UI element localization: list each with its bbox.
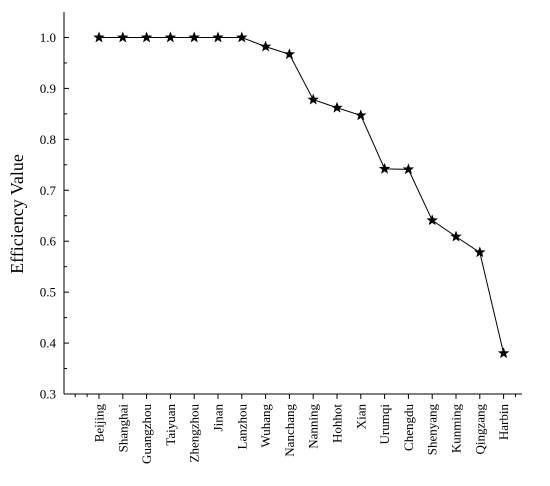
x-tick-label: Lanzhou (234, 404, 249, 450)
x-tick-label: Chengdu (401, 404, 416, 451)
x-tick-label: Harbin (496, 404, 511, 441)
data-point-star (140, 31, 153, 43)
data-point-star (497, 347, 510, 359)
x-tick-label: Kunming (449, 404, 464, 454)
x-tick-label: Zhengzhou (187, 404, 202, 463)
x-tick-label: Beijing (92, 404, 107, 443)
data-point-star (426, 214, 438, 226)
y-tick-label: 0.6 (40, 234, 57, 249)
data-point-star (355, 109, 367, 121)
data-point-star (164, 31, 177, 43)
series-group (93, 31, 510, 359)
x-tick-label: Shanghai (115, 404, 130, 453)
data-point-star (402, 163, 415, 175)
x-tick-label: Taiyuan (163, 404, 178, 446)
x-tick-label: Nanchang (282, 404, 297, 457)
y-tick-label: 0.3 (40, 387, 56, 402)
x-tick-label: Urumqi (377, 404, 392, 445)
y-tick-label: 0.5 (40, 285, 56, 300)
data-point-star (378, 162, 391, 174)
data-point-star (331, 101, 343, 113)
x-tick-label: Nanning (306, 404, 321, 449)
x-tick-label: Wuhang (258, 404, 273, 448)
y-tick-label: 0.8 (40, 132, 56, 147)
data-point-star (212, 31, 224, 43)
y-tick-label: 1.0 (40, 30, 56, 45)
data-point-star (236, 31, 248, 43)
series-line (99, 36, 505, 354)
y-tick-label: 0.4 (40, 336, 57, 351)
data-point-star (307, 93, 319, 105)
y-tick-label: 0.9 (40, 81, 56, 96)
data-point-star (93, 31, 105, 43)
y-tick-label: 0.7 (40, 183, 57, 198)
x-tick-label: Shenyang (425, 404, 440, 456)
data-point-star (188, 31, 200, 43)
axes (63, 12, 522, 395)
data-point-star (283, 48, 296, 60)
data-point-star (450, 230, 462, 242)
x-axis-ticks: Beijing Shanghai Guangzhou Taiyuan Zhengzhou… (74, 394, 516, 464)
x-tick-label: Xian (353, 404, 368, 430)
data-point-star (259, 40, 272, 52)
data-point-star (474, 246, 486, 258)
x-tick-label: Hohhot (330, 404, 345, 443)
data-point-star (117, 31, 129, 43)
y-axis-title: Efficiency Value (7, 154, 27, 274)
x-tick-label: Jinan (211, 404, 226, 432)
x-tick-label: Guangzhou (139, 404, 154, 464)
x-tick-label: Qingzang (472, 404, 487, 455)
y-axis-ticks: 0.3 0.4 0.5 0.6 0.7 0.8 0.9 1.0 (40, 30, 69, 402)
